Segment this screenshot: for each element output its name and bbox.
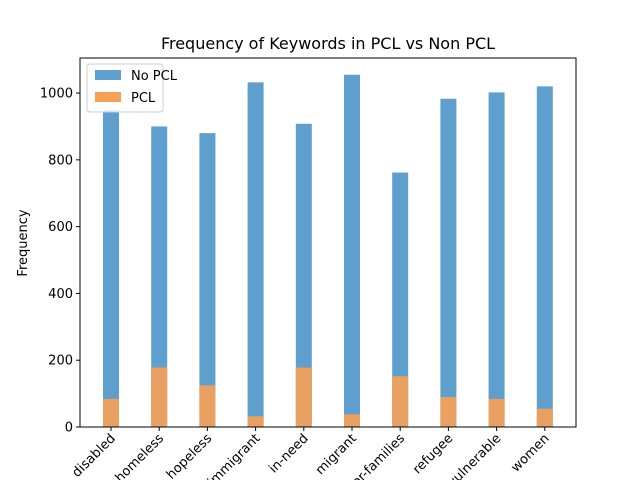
x-tick-label-homeless: homeless xyxy=(113,431,168,480)
y-tick-label: 800 xyxy=(48,153,73,168)
x-tick-label-refugee: refugee xyxy=(410,431,456,477)
legend-swatch-pcl xyxy=(95,92,121,102)
bar-pcl-vulnerable xyxy=(488,398,505,427)
bar-no-pcl-disabled xyxy=(103,109,119,427)
y-axis-ticks: 0 200 400 600 800 1000 xyxy=(40,87,80,436)
bar-no-pcl-poor-families xyxy=(392,172,409,427)
bar-pcl-women xyxy=(536,408,553,427)
legend-label-no-pcl: No PCL xyxy=(131,69,178,84)
y-tick-label: 0 xyxy=(65,421,73,436)
y-tick-label: 1000 xyxy=(40,87,73,102)
legend: No PCL PCL xyxy=(86,63,178,113)
plot-frame xyxy=(79,57,577,428)
bar-no-pcl-migrant xyxy=(344,74,360,427)
x-tick-label-migrant: migrant xyxy=(313,431,360,478)
bar-pcl-refugee xyxy=(440,396,457,427)
x-tick-label-in-need: in-need xyxy=(266,431,311,476)
x-tick-label-women: women xyxy=(508,431,552,475)
bars-layer xyxy=(103,74,553,428)
x-tick-label-immigrant: immigrant xyxy=(205,431,263,480)
x-tick-label-hopeless: hopeless xyxy=(164,431,215,480)
y-tick-label: 200 xyxy=(48,354,73,369)
x-tick-label-vulnerable: vulnerable xyxy=(445,431,504,480)
bar-pcl-homeless xyxy=(151,367,168,427)
x-tick-label-disabled: disabled xyxy=(70,431,119,480)
bar-pcl-in-need xyxy=(295,367,312,427)
y-axis-label: Frequency xyxy=(16,209,31,276)
legend-swatch-no-pcl xyxy=(95,70,121,80)
bar-pcl-disabled xyxy=(103,398,119,427)
y-tick-label: 600 xyxy=(48,220,73,235)
chart-title: Frequency of Keywords in PCL vs Non PCL xyxy=(161,34,495,53)
bar-no-pcl-vulnerable xyxy=(488,92,505,427)
bar-pcl-hopeless xyxy=(199,385,216,427)
bar-no-pcl-refugee xyxy=(440,98,457,428)
bar-no-pcl-hopeless xyxy=(199,133,216,427)
bar-no-pcl-immigrant xyxy=(247,82,264,427)
bar-no-pcl-women xyxy=(536,86,553,427)
bar-pcl-migrant xyxy=(344,414,360,427)
legend-label-pcl: PCL xyxy=(131,91,156,106)
bar-no-pcl-in-need xyxy=(295,123,312,427)
bar-pcl-poor-families xyxy=(392,376,409,427)
y-tick-label: 400 xyxy=(48,287,73,302)
bar-no-pcl-homeless xyxy=(151,126,168,427)
bar-pcl-immigrant xyxy=(247,416,264,427)
